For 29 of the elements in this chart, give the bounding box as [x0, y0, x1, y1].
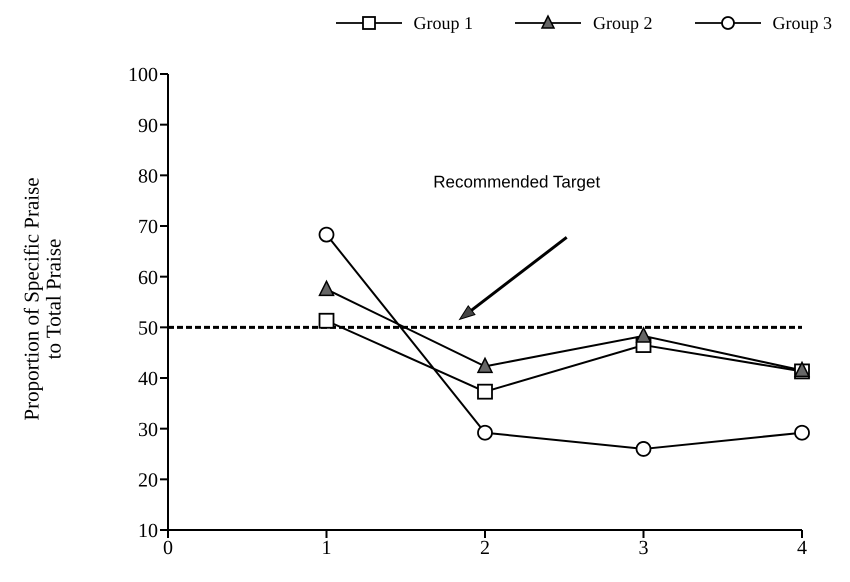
y-tick-label: 30: [138, 418, 158, 441]
point: [794, 424, 810, 441]
point: [318, 226, 334, 243]
point: [318, 280, 334, 296]
point: [477, 358, 493, 374]
y-tick-label: 90: [138, 114, 158, 137]
point: [636, 327, 652, 343]
x-tick-label: 2: [480, 537, 490, 560]
point: [636, 441, 652, 457]
legend-label: Group 2: [593, 12, 652, 34]
y-tick-label: 60: [138, 266, 158, 289]
y-tick-label: 70: [138, 216, 158, 238]
y-tick-label: 100: [128, 64, 158, 86]
x-tick-label: 1: [322, 537, 332, 560]
y-tick-label: 20: [138, 469, 158, 492]
x-tick-label: 0: [163, 537, 173, 560]
y-tick-label: 40: [138, 368, 158, 390]
y-tick-label: 80: [138, 165, 158, 188]
legend-label: Group 3: [772, 12, 832, 34]
annotation: Recommended Target: [433, 172, 600, 192]
y-tick-label: 50: [138, 317, 158, 340]
point: [318, 312, 334, 329]
point: [477, 384, 493, 400]
point: [477, 424, 493, 441]
x-tick-label: 4: [797, 537, 807, 560]
y-axis-title: Proportion of Specific Praise to Total Praise: [20, 177, 66, 421]
y-tick-label: 10: [138, 520, 158, 542]
x-tick-label: 3: [638, 537, 648, 560]
legend-label: Group 1: [414, 12, 473, 34]
